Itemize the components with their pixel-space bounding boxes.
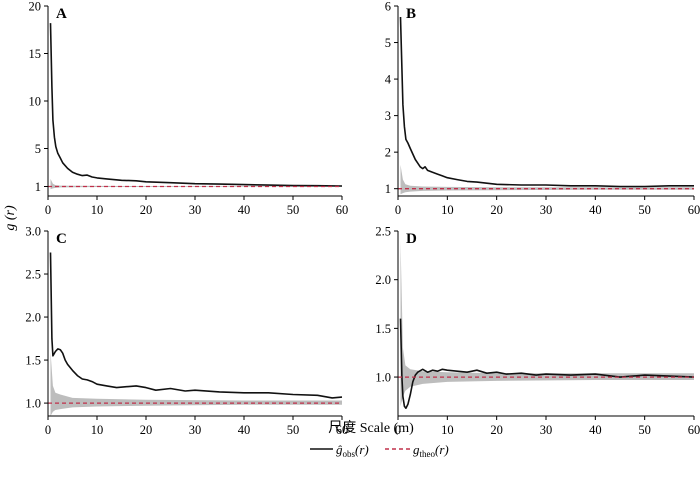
legend-observed-label: ĝobs(r)	[336, 442, 369, 459]
x-tick-label-a: 50	[287, 203, 300, 217]
x-tick-label-a: 40	[238, 203, 251, 217]
y-tick-label-a: 20	[29, 0, 42, 14]
x-tick-label-d: 10	[441, 423, 454, 437]
y-tick-label-a: 1	[35, 180, 41, 194]
observed-line-d	[399, 318, 695, 410]
y-tick-label-b: 3	[385, 109, 391, 123]
y-tick-label-b: 6	[385, 0, 391, 14]
y-tick-label-b: 1	[385, 182, 391, 196]
x-tick-label-d: 0	[395, 423, 401, 437]
x-tick-label-a: 10	[91, 203, 104, 217]
x-axis-title: 尺度 Scale (m)	[328, 420, 414, 436]
x-tick-label-d: 40	[589, 423, 602, 437]
x-tick-label-d: 30	[540, 423, 553, 437]
y-tick-label-c: 1.0	[25, 397, 41, 411]
panel-label-c: C	[56, 231, 67, 247]
y-tick-label-c: 1.5	[25, 354, 41, 368]
observed-line-b	[399, 16, 694, 188]
y-tick-label-c: 2.0	[25, 311, 41, 325]
x-tick-label-d: 60	[688, 423, 700, 437]
x-tick-label-c: 40	[238, 423, 251, 437]
x-tick-label-b: 50	[638, 203, 651, 217]
y-tick-label-c: 2.5	[25, 268, 41, 282]
x-tick-label-d: 50	[638, 423, 651, 437]
y-tick-label-d: 1.5	[375, 322, 391, 336]
x-tick-label-b: 30	[540, 203, 553, 217]
x-tick-label-a: 30	[189, 203, 202, 217]
svg-text:g (r): g (r)	[3, 205, 18, 231]
x-tick-label-c: 10	[91, 423, 104, 437]
panel-d: 1.0 1.5 2.0 2.5 0 10 20 30 40 50 60 D	[375, 225, 700, 438]
envelope-area-a	[50, 178, 342, 190]
y-tick-label-d: 2.0	[375, 273, 391, 287]
envelope-area-d	[400, 240, 694, 407]
x-tick-label-c: 60	[336, 423, 349, 437]
x-tick-label-b: 20	[490, 203, 503, 217]
x-tick-label-c: 30	[189, 423, 202, 437]
y-tick-label-b: 4	[385, 73, 392, 87]
y-tick-label-b: 2	[385, 146, 391, 160]
x-tick-label-d: 20	[490, 423, 503, 437]
y-tick-label-c: 3.0	[25, 225, 41, 239]
x-tick-label-b: 10	[441, 203, 454, 217]
envelope-area-c	[50, 351, 342, 416]
x-tick-label-b: 60	[688, 203, 700, 217]
x-tick-label-c: 50	[287, 423, 300, 437]
y-axis-title-main: g	[3, 224, 18, 231]
y-tick-label-d: 2.5	[375, 225, 391, 239]
x-tick-label-a: 0	[45, 203, 51, 217]
y-axis-title: g (r)	[3, 205, 18, 231]
x-tick-label-b: 0	[395, 203, 401, 217]
y-tick-label-d: 1.0	[375, 371, 391, 385]
y-tick-label-a: 10	[29, 95, 42, 109]
panel-c: 1.0 1.5 2.0 2.5 3.0 0 10 20 30 40 50 60 C	[25, 225, 348, 438]
y-axis-title-arg: (r)	[3, 205, 18, 220]
x-tick-label-a: 60	[336, 203, 349, 217]
x-tick-label-a: 20	[140, 203, 153, 217]
legend: ĝobs(r) gtheo(r)	[310, 442, 449, 459]
observed-line-a	[49, 23, 343, 187]
y-tick-label-a: 5	[35, 142, 41, 156]
observed-line-c	[49, 252, 343, 399]
panel-label-b: B	[406, 6, 416, 22]
legend-theoretical-label: gtheo(r)	[413, 442, 449, 459]
panel-label-a: A	[56, 6, 67, 22]
panel-label-d: D	[406, 231, 417, 247]
y-tick-label-b: 5	[385, 36, 391, 50]
x-tick-label-c: 20	[140, 423, 153, 437]
x-tick-label-b: 40	[589, 203, 602, 217]
y-tick-label-a: 15	[29, 47, 42, 61]
envelope-area-b	[400, 164, 694, 195]
x-tick-label-c: 0	[45, 423, 51, 437]
